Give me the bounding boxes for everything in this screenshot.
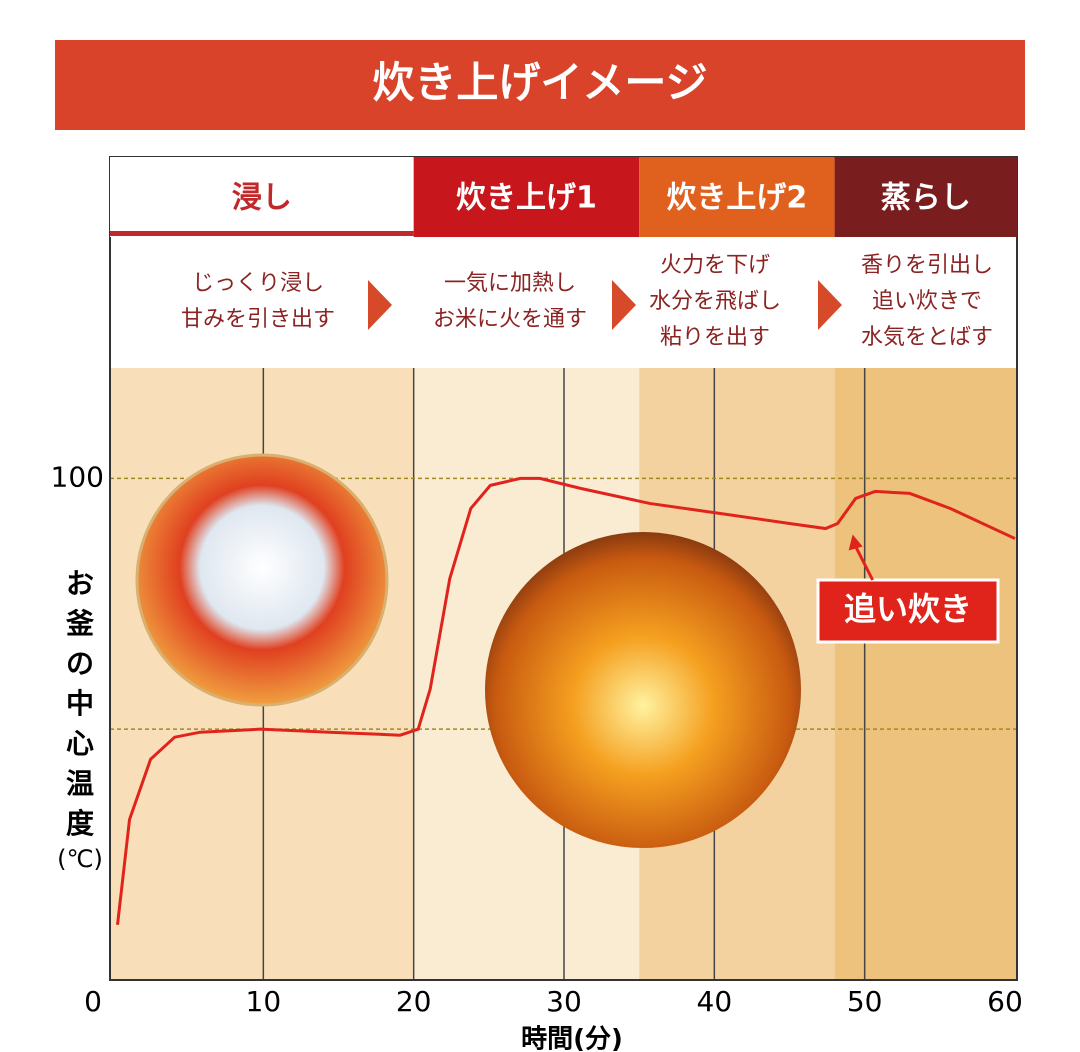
x-tick-label: 40 bbox=[697, 985, 733, 1018]
x-tick-label: 20 bbox=[396, 985, 432, 1018]
y-axis-unit: (℃) bbox=[57, 845, 103, 873]
annotation-box bbox=[816, 578, 1000, 644]
soak-illustration bbox=[135, 453, 389, 707]
phase-name: 蒸らし bbox=[881, 181, 971, 216]
phase-description: 甘みを引き出す bbox=[181, 307, 335, 332]
title-banner bbox=[55, 40, 1025, 130]
phase-description: 水分を飛ばし bbox=[649, 289, 781, 314]
chevron bbox=[368, 280, 392, 330]
phase-underline bbox=[110, 231, 414, 236]
phase-description: 追い炊きで bbox=[872, 289, 982, 314]
y-tick-label: 100 bbox=[51, 460, 104, 493]
x-tick-label: 30 bbox=[546, 985, 582, 1018]
x-axis-label: 時間(分) bbox=[521, 1025, 623, 1052]
phase-description: お米に火を通す bbox=[433, 307, 587, 332]
phase-description: 香りを引出し bbox=[861, 253, 993, 278]
annotation-text: 追い炊き bbox=[844, 590, 972, 628]
phase-header bbox=[639, 157, 835, 237]
phase-description: 一気に加熱し bbox=[444, 271, 576, 296]
temperature-line bbox=[116, 476, 1016, 925]
phase-description: じっくり浸し bbox=[192, 271, 324, 296]
chart-title: 炊き上げイメージ bbox=[372, 58, 707, 107]
y-axis-label: お釜の中心温度 bbox=[65, 567, 95, 840]
phase-description: 火力を下げ bbox=[660, 253, 770, 278]
x-tick-label: 50 bbox=[847, 985, 883, 1018]
chevron bbox=[818, 280, 842, 330]
phase-description: 水気をとばす bbox=[861, 325, 993, 350]
boil-illustration bbox=[485, 532, 801, 848]
phase-name: 炊き上げ1 bbox=[456, 181, 597, 216]
chevron bbox=[612, 280, 636, 330]
x-tick-label: 0 bbox=[84, 985, 102, 1018]
phase-name: 炊き上げ2 bbox=[666, 181, 807, 216]
annotation-arrowhead bbox=[848, 534, 863, 551]
phase-header bbox=[834, 157, 1017, 237]
x-tick-label: 10 bbox=[246, 985, 282, 1018]
x-tick-label: 60 bbox=[987, 985, 1023, 1018]
phase-description: 粘りを出す bbox=[660, 325, 770, 350]
phase-band bbox=[834, 368, 1017, 980]
phase-header bbox=[110, 157, 414, 237]
description-row bbox=[110, 237, 1017, 368]
phase-header bbox=[413, 157, 640, 237]
phase-name: 浸し bbox=[232, 181, 292, 216]
